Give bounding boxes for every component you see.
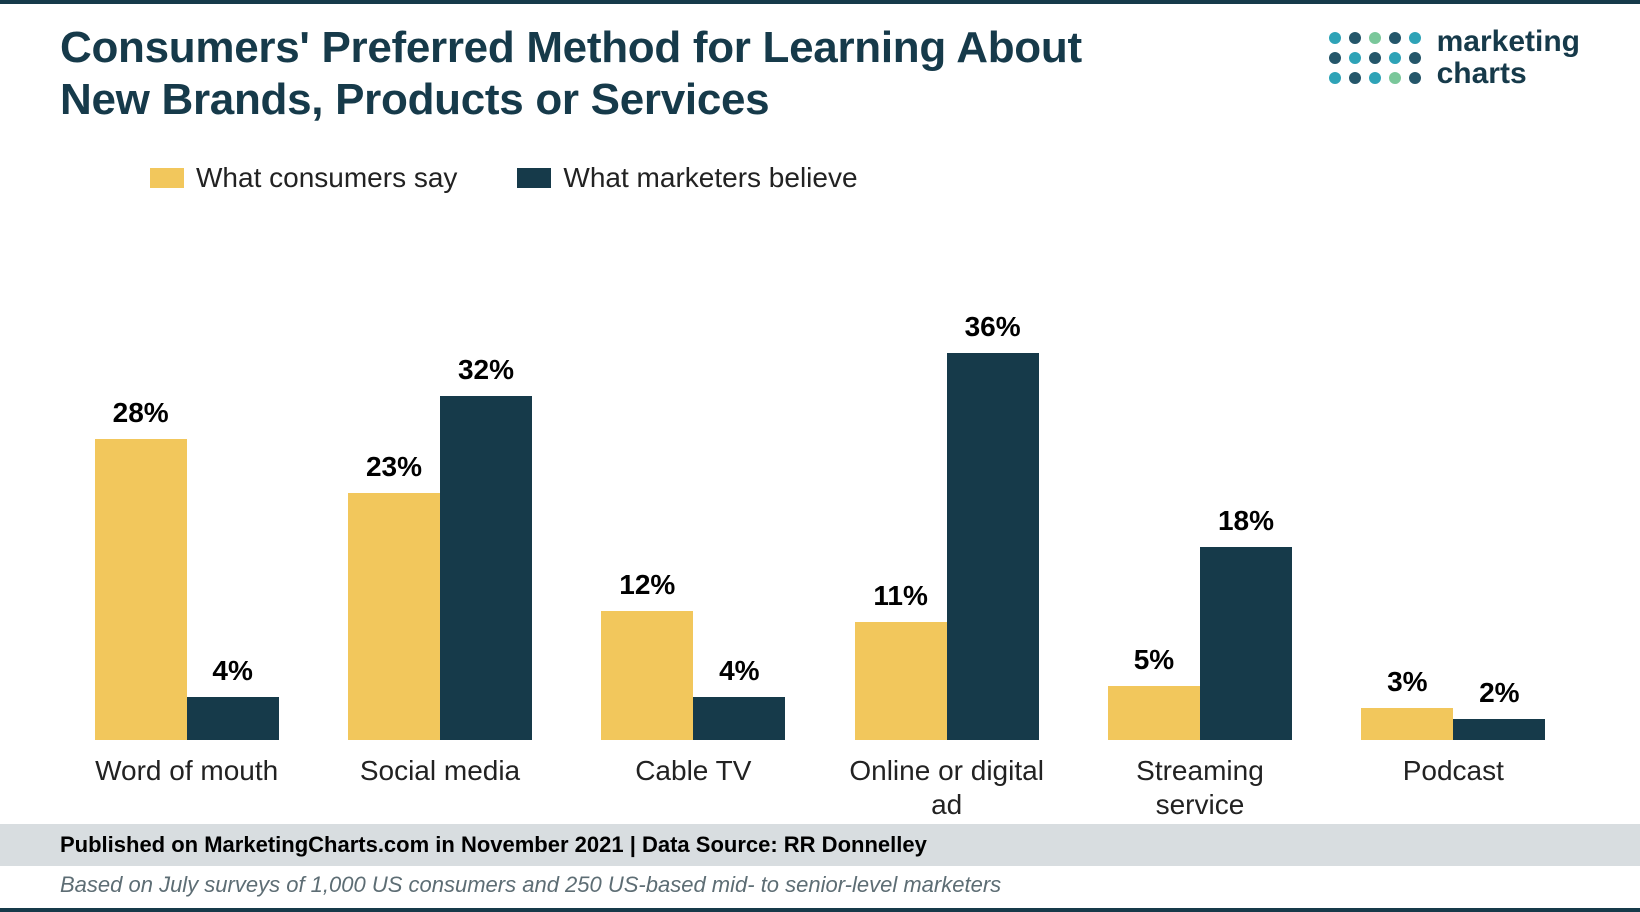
- bar-wrap: 36%: [947, 311, 1039, 740]
- footer-note: Based on July surveys of 1,000 US consum…: [0, 866, 1640, 908]
- brand-dot: [1349, 72, 1361, 84]
- bar: [855, 622, 947, 740]
- bar-wrap: 2%: [1453, 677, 1545, 741]
- legend-item: What consumers say: [150, 162, 457, 194]
- brand-text-line2: charts: [1437, 58, 1580, 90]
- bar-wrap: 18%: [1200, 505, 1292, 741]
- bar-group: 12% 4% Cable TV: [567, 260, 820, 824]
- bar-group: 28% 4% Word of mouth: [60, 260, 313, 824]
- category-label: Online or digital ad: [837, 754, 1057, 824]
- bar-value-label: 32%: [458, 354, 514, 386]
- bar-group: 3% 2% Podcast: [1327, 260, 1580, 824]
- bar: [1453, 719, 1545, 741]
- bar-value-label: 28%: [113, 397, 169, 429]
- bar-value-label: 11%: [873, 580, 928, 612]
- category-label: Streaming service: [1090, 754, 1310, 824]
- category-label: Cable TV: [635, 754, 751, 824]
- bar: [440, 396, 532, 740]
- bar-pair: 11% 36%: [855, 260, 1039, 740]
- brand-dot: [1329, 52, 1341, 64]
- bar-value-label: 36%: [965, 311, 1021, 343]
- bar: [601, 611, 693, 740]
- brand-dot: [1369, 52, 1381, 64]
- brand-dot: [1409, 72, 1421, 84]
- bar: [348, 493, 440, 740]
- bar-wrap: 4%: [693, 655, 785, 740]
- bar-wrap: 4%: [187, 655, 279, 740]
- bar-group: 5% 18% Streaming service: [1073, 260, 1326, 824]
- brand-logo: marketing charts: [1329, 26, 1580, 89]
- bar-value-label: 5%: [1134, 644, 1174, 676]
- category-label: Podcast: [1403, 754, 1504, 824]
- brand-dot: [1389, 32, 1401, 44]
- chart-page: Consumers' Preferred Method for Learning…: [0, 0, 1640, 912]
- bar: [1200, 547, 1292, 741]
- category-label: Word of mouth: [95, 754, 278, 824]
- brand-text-line1: marketing: [1437, 26, 1580, 58]
- bar-pair: 28% 4%: [95, 260, 279, 740]
- brand-dots-icon: [1329, 32, 1421, 84]
- brand-dot: [1389, 72, 1401, 84]
- bar-value-label: 18%: [1218, 505, 1274, 537]
- brand-dot: [1409, 32, 1421, 44]
- bar: [95, 439, 187, 740]
- brand-dot: [1329, 32, 1341, 44]
- brand-dot: [1369, 32, 1381, 44]
- legend-swatch: [517, 168, 551, 188]
- bar-pair: 12% 4%: [601, 260, 785, 740]
- legend-label: What consumers say: [196, 162, 457, 194]
- bar-value-label: 3%: [1387, 666, 1427, 698]
- legend-item: What marketers believe: [517, 162, 857, 194]
- bar: [187, 697, 279, 740]
- bar-wrap: 28%: [95, 397, 187, 740]
- brand-dot: [1349, 52, 1361, 64]
- bar-wrap: 3%: [1361, 666, 1453, 740]
- bar-value-label: 12%: [619, 569, 675, 601]
- chart-title: Consumers' Preferred Method for Learning…: [60, 22, 1110, 126]
- bar: [1361, 708, 1453, 740]
- bar-value-label: 4%: [212, 655, 252, 687]
- bar-value-label: 23%: [366, 451, 422, 483]
- bar-pair: 5% 18%: [1108, 260, 1292, 740]
- brand-dot: [1329, 72, 1341, 84]
- bar-group: 23% 32% Social media: [313, 260, 566, 824]
- brand-text: marketing charts: [1437, 26, 1580, 89]
- brand-dot: [1349, 32, 1361, 44]
- bar: [693, 697, 785, 740]
- legend-label: What marketers believe: [563, 162, 857, 194]
- brand-dot: [1369, 72, 1381, 84]
- bar-wrap: 5%: [1108, 644, 1200, 740]
- bar-value-label: 4%: [719, 655, 759, 687]
- header: Consumers' Preferred Method for Learning…: [60, 4, 1580, 126]
- bar-wrap: 11%: [855, 580, 947, 740]
- bar-wrap: 12%: [601, 569, 693, 740]
- legend: What consumers say What marketers believe: [150, 162, 1580, 194]
- chart-area: 28% 4% Word of mouth 23% 32% Social media 12% 4…: [60, 194, 1580, 824]
- footer: Published on MarketingCharts.com in Nove…: [0, 824, 1640, 908]
- bar: [1108, 686, 1200, 740]
- brand-dot: [1389, 52, 1401, 64]
- bar-group: 11% 36% Online or digital ad: [820, 260, 1073, 824]
- legend-swatch: [150, 168, 184, 188]
- bar-wrap: 32%: [440, 354, 532, 740]
- bar-wrap: 23%: [348, 451, 440, 740]
- bar-pair: 3% 2%: [1361, 260, 1545, 740]
- brand-dot: [1409, 52, 1421, 64]
- footer-source: Published on MarketingCharts.com in Nove…: [0, 824, 1640, 866]
- bar-value-label: 2%: [1479, 677, 1519, 709]
- category-label: Social media: [360, 754, 520, 824]
- bar-pair: 23% 32%: [348, 260, 532, 740]
- bar: [947, 353, 1039, 740]
